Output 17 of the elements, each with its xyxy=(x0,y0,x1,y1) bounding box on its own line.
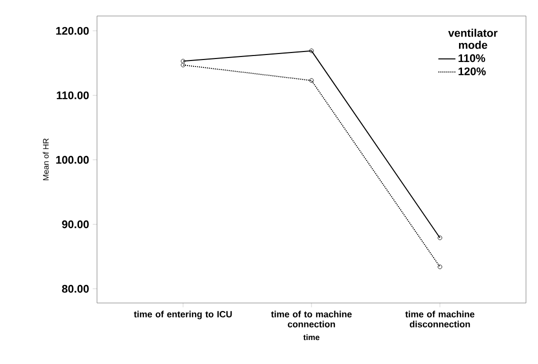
x-tick-label: time of machine disconnection xyxy=(405,310,474,328)
y-tick-label: 90.00 xyxy=(62,220,89,228)
y-tick-label: 80.00 xyxy=(62,284,89,293)
y-tick-label: 110.00 xyxy=(56,91,89,100)
x-axis-title: time xyxy=(303,334,320,340)
legend-label: 110% xyxy=(458,54,486,62)
point xyxy=(438,264,442,270)
y-tick-label: 100.00 xyxy=(56,156,89,164)
x-tick-label: time of entering to ICU xyxy=(134,310,232,320)
point xyxy=(309,48,314,54)
y-tick-label: 120.00 xyxy=(56,26,89,35)
legend-label: 120% xyxy=(458,67,486,76)
y-axis-title: Mean of HR xyxy=(42,138,49,180)
legend-title: ventilator mode xyxy=(448,28,498,49)
point xyxy=(180,62,186,68)
x-tick-label: time of to machine connection xyxy=(271,310,352,328)
point xyxy=(309,78,314,83)
